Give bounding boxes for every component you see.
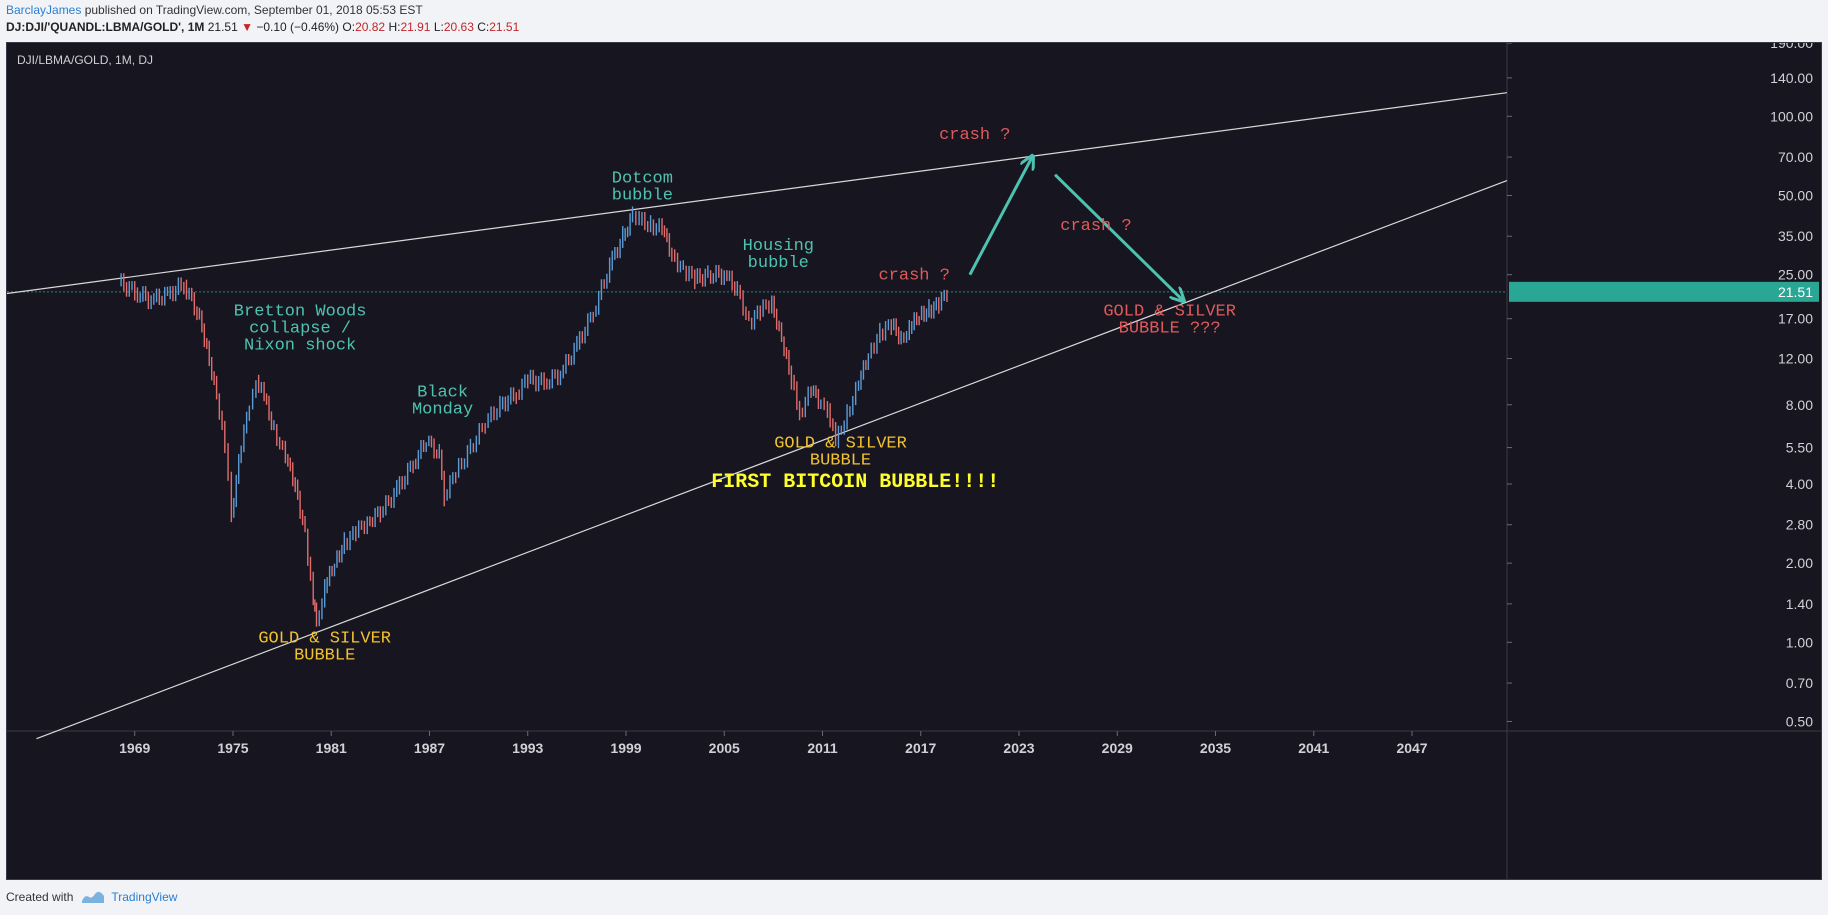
created-with-text: Created with xyxy=(6,890,74,904)
arrow[interactable] xyxy=(968,157,1032,276)
y-tick-label: 8.00 xyxy=(1786,397,1813,413)
publish-header: BarclayJames published on TradingView.co… xyxy=(6,3,423,17)
trendline[interactable] xyxy=(7,92,1508,295)
high-label: H: xyxy=(388,20,401,34)
x-tick-label: 2035 xyxy=(1200,740,1231,756)
y-tick-label: 4.00 xyxy=(1786,476,1813,492)
y-tick-label: 25.00 xyxy=(1778,267,1813,283)
close-label: C: xyxy=(477,20,490,34)
y-tick-label: 1.40 xyxy=(1786,596,1813,612)
symbol-label: DJI/LBMA/GOLD, 1M, DJ xyxy=(17,53,154,67)
footer: Created with TradingView xyxy=(6,890,177,904)
x-tick-label: 2005 xyxy=(709,740,740,756)
x-tick-label: 2017 xyxy=(905,740,936,756)
y-tick-label: 12.00 xyxy=(1778,350,1813,366)
annotation-label: Black Monday xyxy=(412,384,473,420)
x-tick-label: 1987 xyxy=(414,740,445,756)
annotation-label: FIRST BITCOIN BUBBLE!!!! xyxy=(711,471,999,494)
trendline[interactable] xyxy=(36,179,1508,740)
x-tick-label: 2047 xyxy=(1396,740,1427,756)
ohlc-header: DJ:DJI/'QUANDL:LBMA/GOLD', 1M 21.51 ▼ −0… xyxy=(6,20,519,34)
tradingview-logo-icon xyxy=(82,891,105,903)
annotation-label: GOLD & SILVER BUBBLE xyxy=(774,435,907,471)
down-arrow-icon: ▼ xyxy=(241,20,253,34)
open-label: O: xyxy=(342,20,356,34)
y-tick-label: 2.80 xyxy=(1786,517,1813,533)
y-tick-label: 2.00 xyxy=(1786,555,1813,571)
low-value: 20.63 xyxy=(443,20,474,34)
last-price: 21.51 xyxy=(207,20,238,34)
close-value: 21.51 xyxy=(489,20,520,34)
y-tick-label: 140.00 xyxy=(1770,70,1813,86)
x-tick-label: 1981 xyxy=(316,740,347,756)
high-value: 21.91 xyxy=(400,20,431,34)
y-tick-label: 35.00 xyxy=(1778,228,1813,244)
y-tick-label: 1.00 xyxy=(1786,634,1813,650)
annotation-label: crash ? xyxy=(878,266,949,285)
x-tick-label: 1999 xyxy=(610,740,641,756)
annotation-label: crash ? xyxy=(939,126,1010,145)
annotation-label: crash ? xyxy=(1060,217,1131,236)
author-link[interactable]: BarclayJames xyxy=(6,3,82,17)
y-tick-label: 70.00 xyxy=(1778,149,1813,165)
x-tick-label: 1969 xyxy=(119,740,150,756)
x-tick-label: 2041 xyxy=(1298,740,1329,756)
x-tick-label: 2023 xyxy=(1003,740,1034,756)
y-tick-label: 0.50 xyxy=(1786,713,1813,729)
price-change: −0.10 (−0.46%) xyxy=(256,20,340,34)
last-price-tag xyxy=(1509,281,1819,302)
chart-area[interactable]: 0.50 0.70 1.00 1.40 2.00 2.80 4.00 5.50 8.00 12.0… xyxy=(6,42,1822,880)
x-tick-label: 2029 xyxy=(1102,740,1133,756)
y-tick-label: 5.50 xyxy=(1786,440,1813,456)
annotation-label: GOLD & SILVER BUBBLE ??? xyxy=(1103,302,1236,338)
x-tick-label: 2011 xyxy=(807,740,838,756)
arrow[interactable] xyxy=(1053,173,1183,300)
x-tick-label: 1993 xyxy=(512,740,543,756)
annotation-label: Bretton Woods collapse / Nixon shock xyxy=(234,302,367,355)
chart-svg[interactable]: 0.50 0.70 1.00 1.40 2.00 2.80 4.00 5.50 8.00 12.0… xyxy=(7,43,1821,879)
y-tick-label: 0.70 xyxy=(1786,675,1813,691)
annotation-label: Dotcom bubble xyxy=(612,170,673,206)
y-tick-label: 17.00 xyxy=(1778,311,1813,327)
annotation-label: GOLD & SILVER BUBBLE xyxy=(258,629,391,665)
publish-info: published on TradingView.com, September … xyxy=(84,3,423,17)
y-tick-label: 100.00 xyxy=(1770,108,1813,124)
ticker-label: DJ:DJI/'QUANDL:LBMA/GOLD', 1M xyxy=(6,20,205,34)
open-value: 20.82 xyxy=(355,20,386,34)
x-tick-label: 1975 xyxy=(217,740,248,756)
tradingview-brand-link[interactable]: TradingView xyxy=(111,890,178,904)
last-price-tag-label: 21.51 xyxy=(1778,284,1813,300)
y-tick-label: 190.00 xyxy=(1770,43,1813,51)
low-label: L: xyxy=(433,20,444,34)
y-tick-label: 50.00 xyxy=(1778,187,1813,203)
annotation-label: Housing bubble xyxy=(743,237,814,273)
